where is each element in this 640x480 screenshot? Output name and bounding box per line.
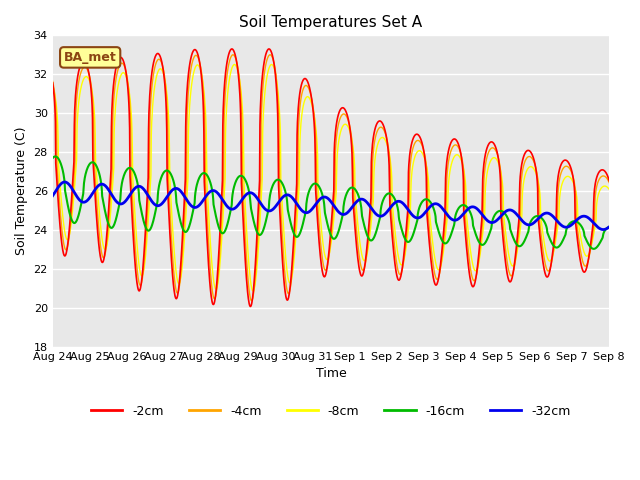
Legend: -2cm, -4cm, -8cm, -16cm, -32cm: -2cm, -4cm, -8cm, -16cm, -32cm: [86, 400, 576, 423]
X-axis label: Time: Time: [316, 367, 346, 380]
Text: BA_met: BA_met: [64, 51, 116, 64]
Title: Soil Temperatures Set A: Soil Temperatures Set A: [239, 15, 422, 30]
Y-axis label: Soil Temperature (C): Soil Temperature (C): [15, 127, 28, 255]
